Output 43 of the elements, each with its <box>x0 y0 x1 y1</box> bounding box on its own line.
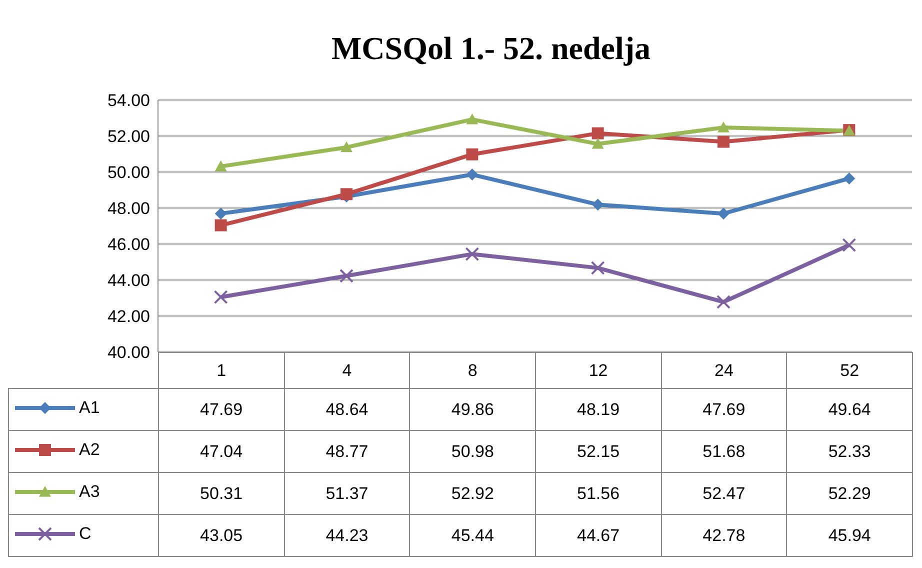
y-tick-label: 42.00 <box>107 307 150 326</box>
data-label: 52.29 <box>786 472 912 514</box>
x-tick-label: 52 <box>786 352 912 388</box>
data-label: 47.69 <box>661 388 787 430</box>
data-label: 42.78 <box>661 514 787 556</box>
data-label: 45.94 <box>786 514 912 556</box>
data-label: 50.98 <box>410 430 536 472</box>
y-tick-label: 48.00 <box>107 199 150 218</box>
data-label: 44.23 <box>284 514 410 556</box>
chart-title: MCSQol 1.- 52. nedelja <box>330 28 652 68</box>
y-tick-label: 44.00 <box>107 271 150 290</box>
y-tick-label: 54.00 <box>107 91 150 110</box>
data-label: 49.64 <box>786 388 912 430</box>
data-label: 51.56 <box>535 472 662 514</box>
x-tick-label: 12 <box>535 352 662 388</box>
data-label: 47.04 <box>158 430 284 472</box>
y-tick-label: 46.00 <box>107 235 150 254</box>
x-tick-label: 24 <box>661 352 787 388</box>
data-label: 52.47 <box>661 472 787 514</box>
data-label: 49.86 <box>410 388 536 430</box>
y-tick-label: 52.00 <box>107 127 150 146</box>
data-label: 43.05 <box>158 514 284 556</box>
data-label: 44.67 <box>535 514 662 556</box>
data-label: 50.31 <box>158 472 284 514</box>
data-label: 45.44 <box>410 514 536 556</box>
x-tick-label: 1 <box>158 352 284 388</box>
legend-label: A1 <box>79 398 100 418</box>
y-tick-label: 50.00 <box>107 163 150 182</box>
data-label: 52.33 <box>786 430 912 472</box>
data-label: 48.19 <box>535 388 662 430</box>
data-label: 48.77 <box>284 430 410 472</box>
data-label: 47.69 <box>158 388 284 430</box>
data-label: 52.92 <box>410 472 536 514</box>
y-tick-label: 40.00 <box>107 343 150 362</box>
data-label: 51.68 <box>661 430 787 472</box>
legend-label: A3 <box>79 482 100 502</box>
data-label: 51.37 <box>284 472 410 514</box>
data-label: 48.64 <box>284 388 410 430</box>
legend-label: A2 <box>79 440 100 460</box>
x-tick-label: 4 <box>284 352 410 388</box>
legend-label: C <box>79 524 92 544</box>
x-tick-label: 8 <box>410 352 536 388</box>
data-label: 52.15 <box>535 430 662 472</box>
